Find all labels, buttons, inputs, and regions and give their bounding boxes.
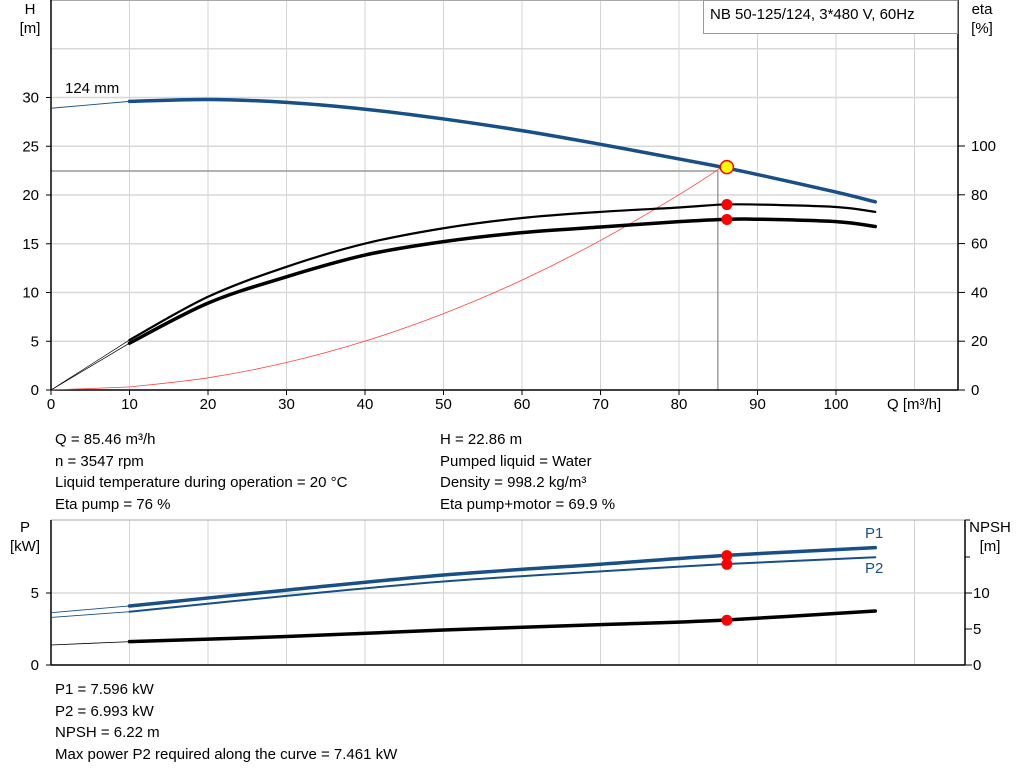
eta-total-marker	[721, 213, 733, 225]
chart-title: NB 50-125/124, 3*480 V, 60Hz	[710, 6, 915, 23]
npsh-curve	[127, 609, 877, 644]
eta-pump-curve	[128, 203, 877, 342]
y-tick-label: 5	[31, 333, 39, 350]
y2-axis-label: [m]	[980, 538, 1001, 555]
y2-tick-label: 10	[973, 585, 990, 602]
y2-tick-label: 100	[971, 138, 996, 155]
info-p1: P1 = 7.596 kW	[55, 681, 154, 698]
y2-tick-label: 0	[973, 657, 981, 674]
y2-axis-label: [%]	[971, 20, 993, 37]
p1-curve-extension	[50, 605, 130, 614]
operating-info-right: H = 22.86 m Pumped liquid = Water Densit…	[440, 429, 615, 515]
y2-tick-label: 80	[971, 187, 988, 204]
p2-marker	[721, 558, 733, 570]
info-temperature: Liquid temperature during operation = 20…	[55, 474, 348, 491]
eta-pump-marker	[721, 199, 733, 211]
y2-tick-label: 20	[971, 333, 988, 350]
y-axis-label: [kW]	[10, 538, 40, 555]
y-axis-label: P	[20, 519, 30, 536]
x-tick-label: 60	[514, 396, 531, 413]
info-speed: n = 3547 rpm	[55, 452, 144, 470]
eta-pump-curve-extension	[50, 339, 130, 391]
y-tick-label: 10	[22, 285, 39, 302]
y-axis-label: [m]	[20, 20, 41, 37]
y2-tick-label: 5	[973, 621, 981, 638]
y2-tick-label: 60	[971, 236, 988, 253]
y-axis-label: H	[25, 1, 36, 18]
p2-label: P2	[865, 560, 883, 577]
head-curve-extension	[50, 100, 130, 109]
eta-total-curve-extension	[50, 342, 130, 391]
y-tick-label: 0	[31, 657, 39, 674]
eta-total-curve	[127, 217, 877, 345]
info-head: H = 22.86 m	[440, 431, 523, 448]
info-npsh: NPSH = 6.22 m	[55, 724, 160, 741]
system-curve-extension	[50, 386, 130, 391]
info-p2: P2 = 6.993 kW	[55, 702, 154, 720]
x-tick-label: 40	[357, 396, 374, 413]
x-tick-label: 30	[278, 396, 295, 413]
info-eta-pump: Eta pump = 76 %	[55, 495, 171, 513]
y-tick-label: 0	[31, 382, 39, 399]
x-tick-label: 70	[592, 396, 609, 413]
y2-tick-label: 0	[971, 382, 979, 399]
title-box	[703, 0, 958, 34]
power-info: P1 = 7.596 kW P2 = 6.993 kW NPSH = 6.22 …	[55, 679, 397, 765]
p1-curve	[127, 545, 877, 608]
p1-label: P1	[865, 525, 883, 542]
x-tick-label: 80	[671, 396, 688, 413]
y2-axis-label: NPSH	[969, 519, 1011, 536]
info-max-p2: Max power P2 required along the curve = …	[55, 745, 398, 763]
p1-marker	[721, 550, 733, 562]
x-tick-label: 90	[749, 396, 766, 413]
system-curve	[129, 166, 723, 388]
y2-tick-label: 40	[971, 284, 988, 301]
x-tick-label: 50	[435, 396, 452, 413]
y-tick-label: 15	[22, 236, 39, 253]
y-tick-label: 30	[22, 90, 39, 107]
curve-label: 124 mm	[65, 80, 119, 97]
x-tick-label: 0	[47, 396, 55, 413]
info-flow: Q = 85.46 m³/h	[55, 431, 156, 448]
operating-point-marker	[719, 159, 735, 175]
head-curve	[127, 97, 877, 204]
y2-axis-label: eta	[972, 1, 994, 18]
info-eta-total: Eta pump+motor = 69.9 %	[440, 495, 616, 513]
x-tick-label: 20	[200, 396, 217, 413]
x-axis-label: Q [m³/h]	[887, 396, 941, 413]
info-liquid: Pumped liquid = Water	[440, 452, 592, 470]
p2-curve	[128, 556, 877, 613]
npsh-marker	[721, 614, 733, 626]
y-tick-label: 20	[22, 187, 39, 204]
x-tick-label: 10	[121, 396, 138, 413]
operating-info-left: Q = 85.46 m³/h n = 3547 rpm Liquid tempe…	[55, 429, 347, 515]
x-tick-label: 100	[823, 396, 848, 413]
npsh-curve-extension	[50, 641, 130, 646]
y-tick-label: 5	[31, 585, 39, 602]
y-tick-label: 25	[22, 138, 39, 155]
p2-curve-extension	[50, 611, 130, 618]
info-density: Density = 998.2 kg/m³	[440, 474, 587, 491]
